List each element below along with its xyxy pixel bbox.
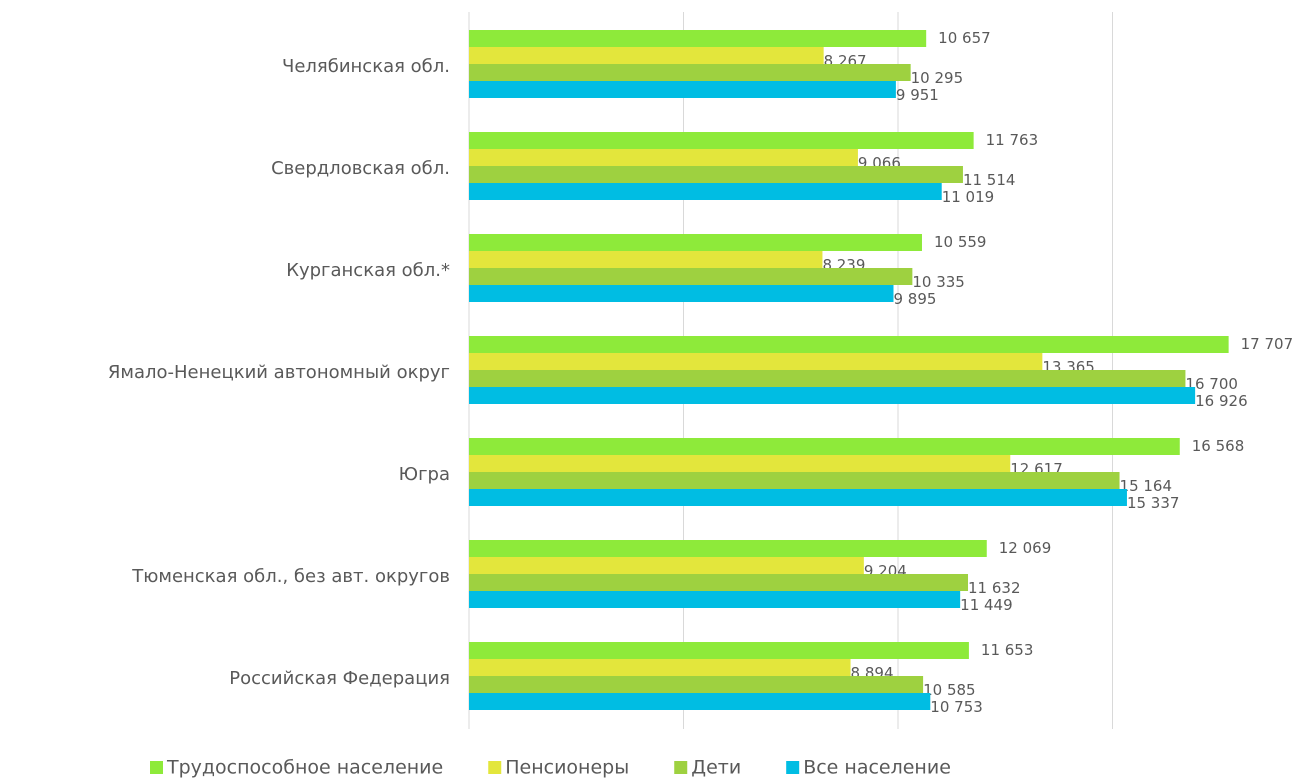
value-label: 11 514 (963, 171, 1016, 189)
bar (469, 132, 974, 149)
value-label: 10 753 (930, 698, 983, 716)
bar (469, 438, 1180, 455)
value-label: 17 707 (1241, 335, 1294, 353)
value-label: 10 335 (912, 273, 965, 291)
value-label: 11 653 (981, 641, 1034, 659)
bar (469, 455, 1011, 472)
bar (469, 30, 927, 47)
bar (469, 557, 864, 574)
value-label: 11 019 (942, 188, 995, 206)
category-label: Курганская обл.* (286, 260, 450, 281)
category-label: Югра (399, 464, 450, 485)
bar (469, 387, 1196, 404)
value-label: 11 763 (986, 131, 1039, 149)
category-label: Ямало-Ненецкий автономный округ (108, 362, 450, 383)
legend-label: Пенсионеры (505, 757, 629, 778)
bar (469, 659, 851, 676)
value-label: 16 568 (1192, 437, 1245, 455)
bar (469, 540, 987, 557)
legend-label: Все население (803, 757, 951, 778)
legend-swatch (150, 761, 163, 774)
bar (469, 370, 1186, 387)
value-label: 11 449 (960, 596, 1013, 614)
bar (469, 149, 858, 166)
value-label: 15 164 (1120, 477, 1173, 495)
value-label: 10 657 (938, 29, 991, 47)
bar (469, 693, 931, 710)
value-label: 15 337 (1127, 494, 1180, 512)
category-label: Российская Федерация (229, 668, 450, 689)
bar (469, 574, 969, 591)
bar (469, 81, 896, 98)
category-label: Челябинская обл. (282, 56, 450, 77)
category-label: Свердловская обл. (271, 158, 450, 179)
legend-label: Трудоспособное население (166, 757, 443, 778)
bar (469, 183, 942, 200)
category-label: Тюменская обл., без авт. округов (131, 566, 450, 587)
bar (469, 336, 1229, 353)
bar (469, 642, 969, 659)
bar (469, 64, 911, 81)
legend-label: Дети (691, 757, 741, 778)
legend-swatch (488, 761, 502, 774)
value-label: 9 895 (893, 290, 936, 308)
bar (469, 676, 924, 693)
legend-swatch (674, 761, 688, 774)
value-label: 10 559 (934, 233, 987, 251)
bar (469, 251, 823, 268)
bar (469, 489, 1127, 506)
bar (469, 234, 922, 251)
legend-swatch (786, 761, 800, 774)
bar (469, 353, 1043, 370)
value-label: 10 295 (911, 69, 964, 87)
bar (469, 166, 963, 183)
bar (469, 47, 824, 64)
bar (469, 268, 913, 285)
value-label: 10 585 (923, 681, 976, 699)
value-label: 9 951 (896, 86, 939, 104)
bar (469, 285, 894, 302)
value-label: 12 069 (999, 539, 1051, 557)
bar (469, 472, 1120, 489)
bar (469, 591, 961, 608)
value-label: 16 700 (1185, 375, 1238, 393)
value-label: 11 632 (968, 579, 1021, 597)
value-label: 16 926 (1195, 392, 1248, 410)
